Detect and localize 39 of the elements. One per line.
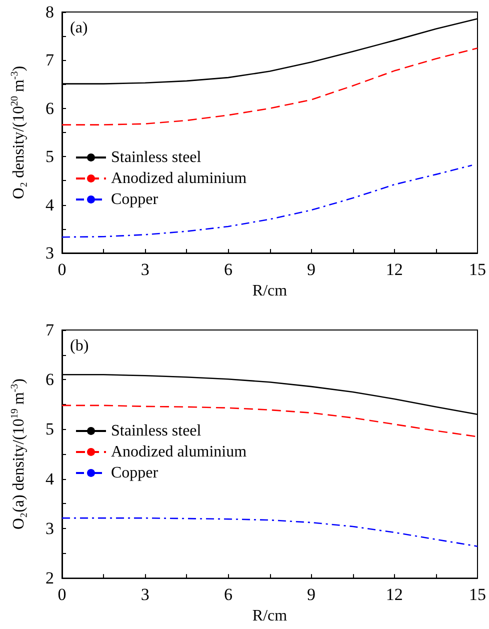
x-tick-label: 15	[469, 585, 486, 604]
x-tick-label: 9	[307, 585, 316, 604]
line-series	[61, 517, 478, 547]
legend-label: Copper	[111, 464, 159, 482]
y-tick-label: 3	[46, 518, 54, 538]
x-tick-label: 6	[224, 260, 232, 279]
x-tick-label: 3	[140, 260, 150, 279]
y-tick-label: 4	[46, 469, 54, 488]
y-axis-title: O₂ density/(1020 m-3)	[10, 66, 28, 200]
y-tick-label: 5	[46, 147, 54, 166]
y-tick-label: 6	[46, 98, 54, 118]
y-tick-label: 7	[46, 50, 54, 70]
y-tick-label: 2	[46, 568, 54, 588]
chart-title: (b)	[70, 338, 89, 354]
legend-label: Copper	[111, 190, 159, 208]
x-tick-label: 3	[140, 585, 150, 604]
y-tick-label: 8	[46, 2, 54, 22]
y-tick-label: 5	[46, 420, 54, 439]
x-tick-label: 0	[58, 260, 66, 279]
legend-label: Anodized aluminium	[111, 170, 248, 187]
x-axis-title: R/cm	[252, 608, 288, 624]
legend-label: Stainless steel	[111, 422, 202, 440]
y-tick-label: 4	[46, 195, 54, 214]
legend-label: Stainless steel	[111, 148, 202, 166]
line-series	[61, 48, 478, 126]
x-tick-label: 15	[469, 260, 486, 279]
y-tick-label: 7	[46, 320, 54, 340]
x-tick-label: 12	[386, 585, 403, 604]
y-tick-label: 6	[46, 370, 54, 390]
x-tick-label: 0	[58, 585, 66, 604]
y-tick-label: 3	[46, 244, 54, 262]
x-axis-title: R/cm	[252, 282, 288, 300]
chart-title: (a)	[70, 20, 88, 36]
line-series	[61, 164, 473, 238]
x-tick-label: 9	[307, 260, 316, 279]
y-axis-title: O₂(a) density/(1019 m-3)	[10, 378, 28, 530]
legend-label: Anodized aluminium	[111, 443, 248, 460]
x-tick-label: 6	[224, 585, 232, 604]
x-tick-label: 12	[386, 260, 403, 279]
